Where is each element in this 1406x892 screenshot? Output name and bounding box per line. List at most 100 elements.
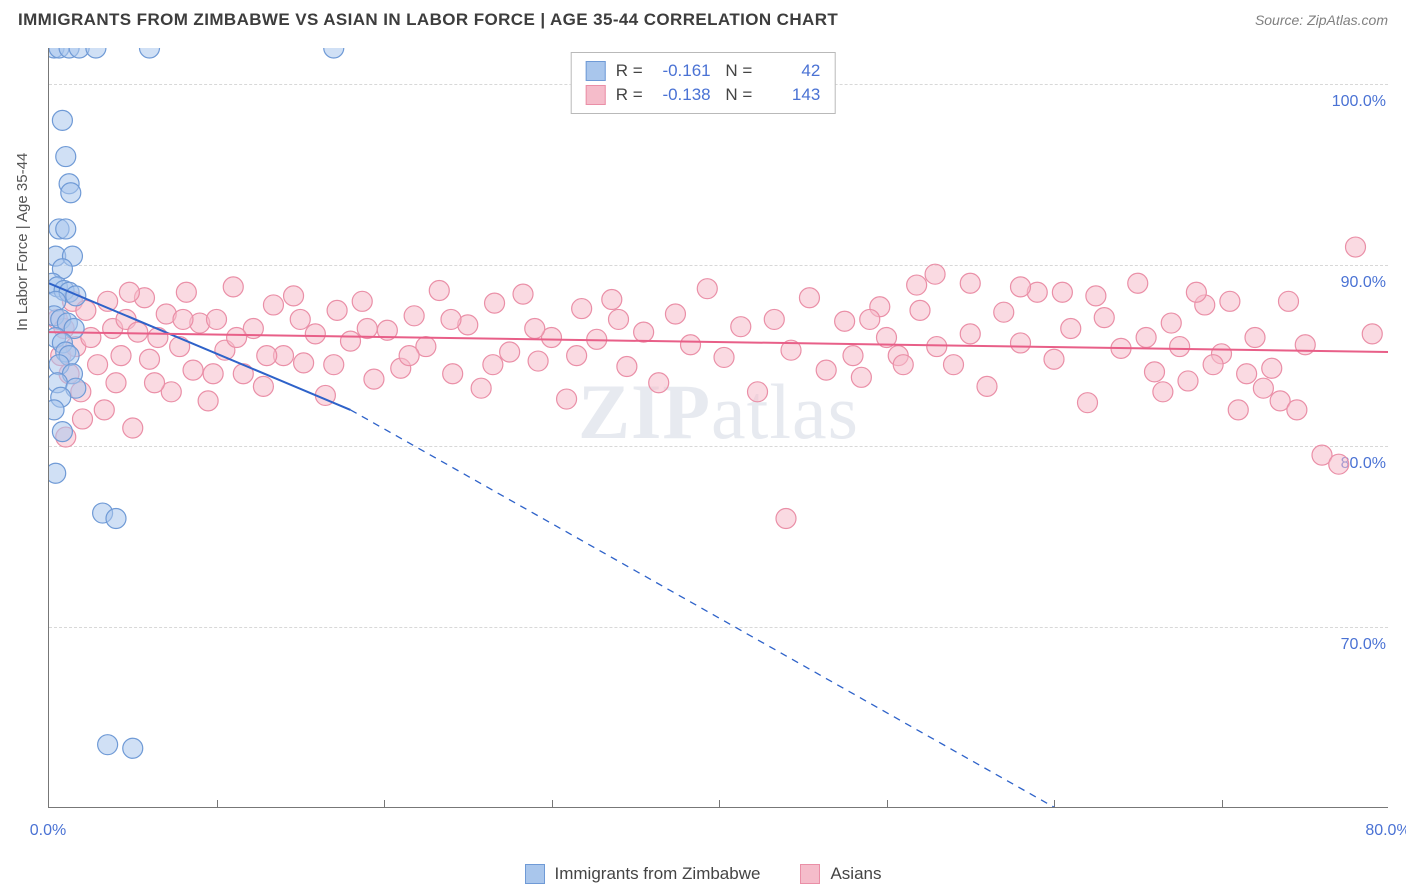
data-point [140, 349, 160, 369]
data-point [49, 400, 64, 420]
data-point [1228, 400, 1248, 420]
data-point [1078, 393, 1098, 413]
data-point [843, 346, 863, 366]
data-point [1220, 291, 1240, 311]
data-point [106, 508, 126, 528]
n-label: N = [721, 61, 753, 81]
x-tick-label: 80.0% [1365, 822, 1406, 840]
data-point [94, 400, 114, 420]
data-point [714, 347, 734, 367]
data-point [49, 463, 66, 483]
data-point [399, 346, 419, 366]
data-point [528, 351, 548, 371]
data-point [1011, 277, 1031, 297]
data-point [1136, 328, 1156, 348]
data-point [927, 337, 947, 357]
data-point [1245, 328, 1265, 348]
data-point [483, 355, 503, 375]
data-point [52, 422, 72, 442]
data-point [1153, 382, 1173, 402]
data-point [617, 356, 637, 376]
data-point [944, 355, 964, 375]
legend-item: Immigrants from Zimbabwe [525, 864, 761, 884]
legend-swatch [800, 864, 820, 884]
data-point [1052, 282, 1072, 302]
data-point [1011, 333, 1031, 353]
data-point [697, 279, 717, 299]
data-point [305, 324, 325, 344]
data-point [977, 376, 997, 396]
data-point [634, 322, 654, 342]
data-point [1186, 282, 1206, 302]
data-point [602, 290, 622, 310]
data-point [324, 355, 344, 375]
data-point [1237, 364, 1257, 384]
data-point [253, 376, 273, 396]
data-point [1161, 313, 1181, 333]
data-point [1203, 355, 1223, 375]
data-point [88, 355, 108, 375]
legend-swatch [525, 864, 545, 884]
data-point [66, 286, 86, 306]
data-point [203, 364, 223, 384]
x-tick-label: 0.0% [30, 822, 66, 840]
legend-row: R = -0.161 N = 42 [586, 59, 821, 83]
data-point [198, 391, 218, 411]
legend-label: Immigrants from Zimbabwe [555, 864, 761, 884]
data-point [471, 378, 491, 398]
data-point [893, 355, 913, 375]
data-point [910, 300, 930, 320]
data-point [207, 309, 227, 329]
data-point [443, 364, 463, 384]
data-point [284, 286, 304, 306]
data-point [327, 300, 347, 320]
legend-swatch [586, 61, 606, 81]
data-point [816, 360, 836, 380]
data-point [1170, 337, 1190, 357]
data-point [799, 288, 819, 308]
x-axis: 0.0%80.0% [48, 818, 1388, 848]
data-point [324, 48, 344, 58]
data-point [404, 306, 424, 326]
data-point [1287, 400, 1307, 420]
scatter-svg [49, 48, 1388, 807]
data-point [290, 309, 310, 329]
data-point [731, 317, 751, 337]
data-point [294, 353, 314, 373]
data-point [61, 183, 81, 203]
source-attribution: Source: ZipAtlas.com [1255, 12, 1388, 28]
data-point [665, 304, 685, 324]
n-value: 143 [762, 85, 820, 105]
data-point [1044, 349, 1064, 369]
n-value: 42 [762, 61, 820, 81]
data-point [567, 346, 587, 366]
r-value: -0.161 [653, 61, 711, 81]
data-point [485, 293, 505, 313]
data-point [257, 346, 277, 366]
data-point [748, 382, 768, 402]
r-value: -0.138 [653, 85, 711, 105]
data-point [128, 322, 148, 342]
data-point [907, 275, 927, 295]
data-point [525, 318, 545, 338]
legend-item: Asians [800, 864, 881, 884]
data-point [86, 48, 106, 58]
trend-line-extrapolated [351, 410, 1088, 807]
n-label: N = [721, 85, 753, 105]
data-point [764, 309, 784, 329]
r-label: R = [616, 85, 643, 105]
data-point [1279, 291, 1299, 311]
data-point [341, 331, 361, 351]
data-point [123, 418, 143, 438]
data-point [441, 309, 461, 329]
data-point [56, 147, 76, 167]
data-point [173, 309, 193, 329]
plot-area: ZIPatlas 70.0%80.0%90.0%100.0% [48, 48, 1388, 808]
data-point [572, 299, 592, 319]
r-label: R = [616, 61, 643, 81]
data-point [1145, 362, 1165, 382]
data-point [1362, 324, 1382, 344]
data-point [364, 369, 384, 389]
data-point [1094, 308, 1114, 328]
data-point [145, 373, 165, 393]
